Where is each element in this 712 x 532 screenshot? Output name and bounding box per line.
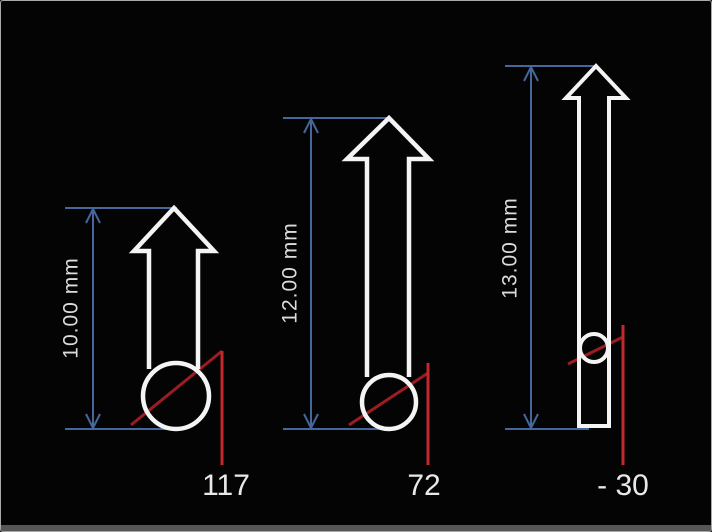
dimension-arrowhead-up-icon — [523, 64, 539, 82]
pin-base-circle — [578, 332, 610, 364]
pin-arrow-outline — [128, 204, 220, 369]
dimension-arrowhead-down-icon — [523, 413, 539, 431]
pin-arrow-outline — [341, 114, 435, 377]
figure-pin-12mm: 12.00 mm 72 — [279, 114, 441, 502]
bottom-edge-bar — [1, 525, 711, 531]
figure-pin-10mm: 10.00 mm 117 — [60, 204, 250, 502]
angle-reference-line — [348, 371, 429, 427]
dimension-arrowhead-down-icon — [303, 413, 319, 431]
reading-label: 72 — [407, 469, 440, 502]
dimension-arrowhead-up-icon — [303, 116, 319, 134]
figure-pin-13mm: 13.00 mm - 30 — [499, 63, 649, 502]
dimension-arrowhead-up-icon — [85, 206, 101, 224]
reading-label: 117 — [202, 469, 250, 502]
dimension-label: 13.00 mm — [499, 197, 522, 298]
dimension-label: 12.00 mm — [279, 222, 302, 323]
reading-label: - 30 — [597, 469, 649, 502]
pin-base-circle — [359, 372, 419, 432]
dimension-arrowhead-down-icon — [85, 413, 101, 431]
pin-arrow-outline — [561, 63, 631, 428]
pin-base-circle — [140, 360, 212, 432]
dimension-label: 10.00 mm — [60, 257, 83, 358]
